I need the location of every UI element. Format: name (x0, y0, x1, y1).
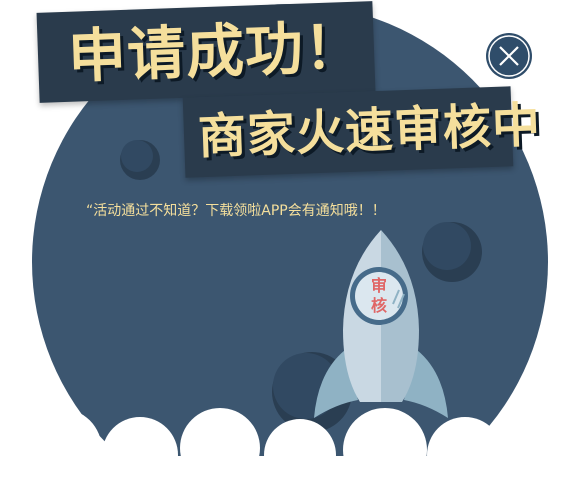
badge-line1: 审 (351, 276, 407, 296)
badge-line2: 核 (351, 296, 407, 316)
download-hint: “活动通过不知道？下载领啦APP会有通知哦！！ (86, 200, 386, 220)
title-banner: 申请成功！ (37, 1, 376, 103)
close-icon (486, 33, 532, 79)
title-line1: 申请成功！ (37, 1, 376, 103)
close-button[interactable] (486, 33, 532, 79)
title-line2: 商家火速审核中 (183, 86, 514, 177)
subtitle-banner: 商家火速审核中 (183, 86, 514, 177)
rocket-badge: 审 核 (351, 276, 407, 316)
crater (121, 140, 153, 172)
crater (423, 222, 471, 270)
